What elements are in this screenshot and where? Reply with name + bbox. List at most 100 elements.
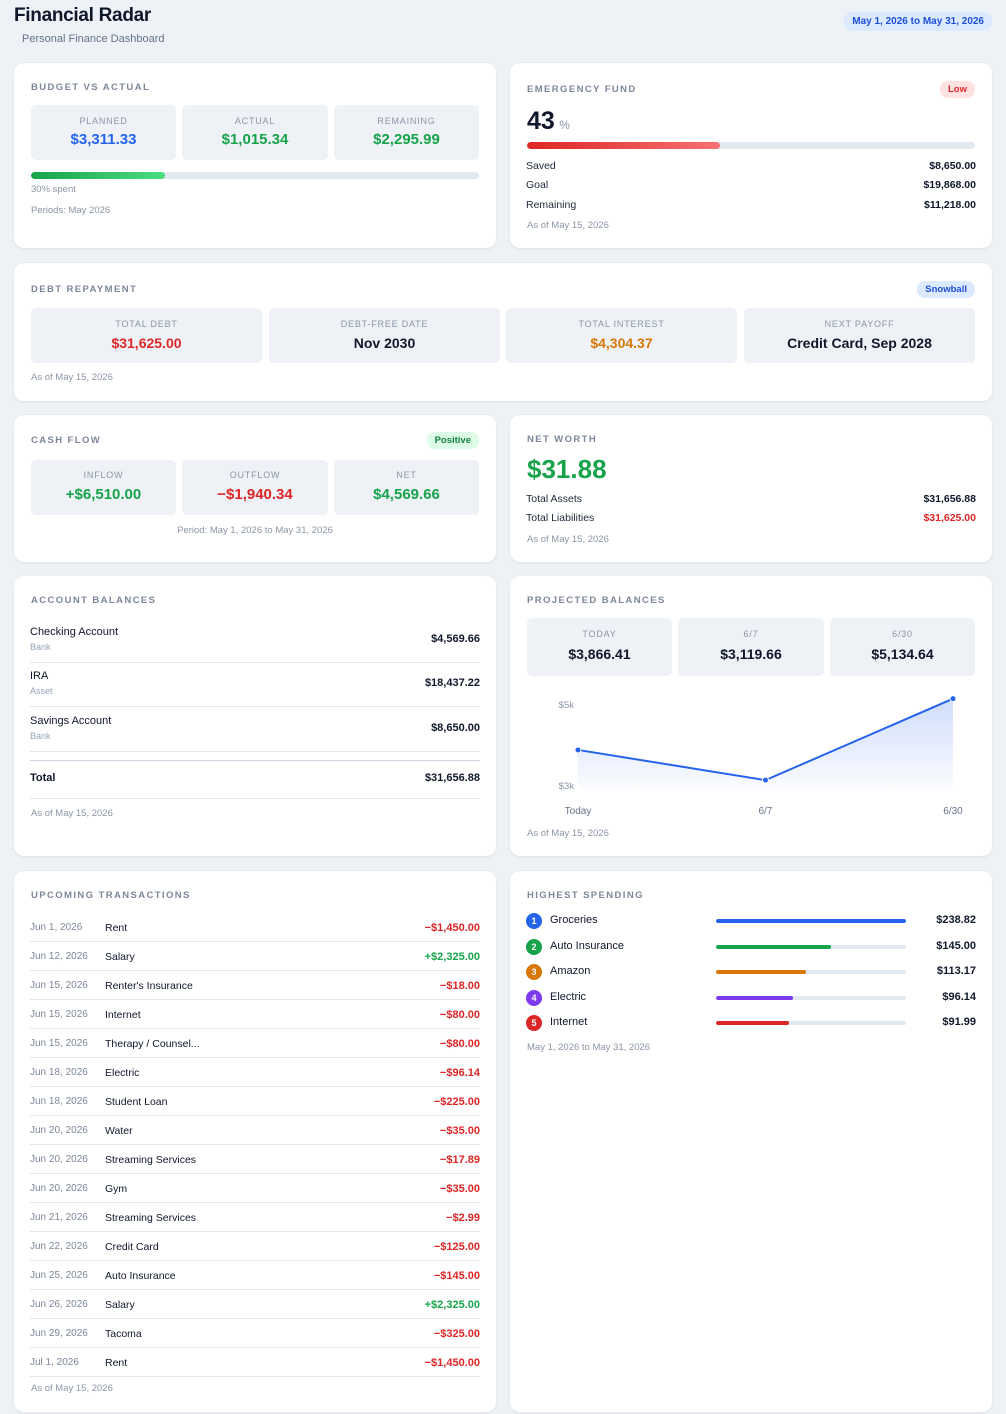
transaction-row[interactable]: Jun 15, 2026 Renter's Insurance −$18.00 bbox=[30, 971, 480, 1000]
account-row[interactable]: Savings Account Bank $8,650.00 bbox=[30, 715, 480, 752]
stat-label: REMAINING bbox=[377, 116, 436, 126]
account-row[interactable]: IRA Asset $18,437.22 bbox=[30, 670, 480, 707]
transaction-date: Jun 21, 2026 bbox=[30, 1212, 88, 1223]
debt-free-date-stat: DEBT-FREE DATE Nov 2030 bbox=[269, 308, 500, 363]
period-text: Period: May 1, 2026 to May 31, 2026 bbox=[177, 525, 333, 536]
row-value: $31,625.00 bbox=[923, 512, 976, 524]
spending-bar-fill bbox=[716, 1021, 790, 1025]
account-type: Bank bbox=[30, 731, 51, 741]
transaction-amount: −$35.00 bbox=[439, 1183, 480, 1195]
transaction-amount: −$80.00 bbox=[439, 1038, 480, 1050]
transaction-amount: −$96.14 bbox=[439, 1067, 480, 1079]
rank-badge: 5 bbox=[526, 1015, 542, 1031]
transaction-amount: −$80.00 bbox=[439, 1009, 480, 1021]
row-label: Total Assets bbox=[526, 493, 583, 505]
next-payoff-stat: NEXT PAYOFF Credit Card, Sep 2028 bbox=[744, 308, 975, 363]
app-subtitle: Personal Finance Dashboard bbox=[22, 33, 165, 45]
percent-value: 43 bbox=[527, 107, 555, 135]
card-title: DEBT REPAYMENT bbox=[31, 284, 138, 295]
transaction-amount: −$17.89 bbox=[439, 1154, 480, 1166]
actual-stat: ACTUAL $1,015.34 bbox=[182, 105, 328, 160]
transaction-row[interactable]: Jul 1, 2026 Rent −$1,450.00 bbox=[30, 1348, 480, 1377]
app-title: Financial Radar bbox=[14, 5, 151, 26]
status-badge: Low bbox=[940, 81, 975, 98]
card-title: UPCOMING TRANSACTIONS bbox=[31, 890, 191, 901]
transaction-row[interactable]: Jun 15, 2026 Therapy / Counsel... −$80.00 bbox=[30, 1029, 480, 1058]
account-balance: $4,569.66 bbox=[431, 633, 480, 645]
transaction-row[interactable]: Jun 18, 2026 Electric −$96.14 bbox=[30, 1058, 480, 1087]
as-of-text: As of May 15, 2026 bbox=[31, 372, 113, 383]
row-value: $19,868.00 bbox=[923, 179, 976, 191]
date-range-pill[interactable]: May 1, 2026 to May 31, 2026 bbox=[844, 12, 992, 31]
transaction-date: Jun 20, 2026 bbox=[30, 1154, 88, 1165]
data-point[interactable] bbox=[949, 695, 957, 703]
remaining-row: Remaining $11,218.00 bbox=[526, 199, 976, 215]
transaction-row[interactable]: Jun 20, 2026 Gym −$35.00 bbox=[30, 1174, 480, 1203]
card-title: EMERGENCY FUND bbox=[527, 84, 637, 95]
transaction-date: Jun 18, 2026 bbox=[30, 1096, 88, 1107]
data-point[interactable] bbox=[762, 776, 769, 784]
outflow-stat: OUTFLOW −$1,940.34 bbox=[182, 460, 328, 515]
category-name: Amazon bbox=[550, 965, 591, 977]
spending-row[interactable]: 3 Amazon $113.17 bbox=[526, 962, 976, 982]
transaction-date: Jun 25, 2026 bbox=[30, 1270, 88, 1281]
transaction-row[interactable]: Jun 20, 2026 Streaming Services −$17.89 bbox=[30, 1145, 480, 1174]
transaction-row[interactable]: Jun 12, 2026 Salary +$2,325.00 bbox=[30, 942, 480, 971]
y-tick-label: $3k bbox=[559, 781, 575, 792]
stat-value: $4,569.66 bbox=[373, 486, 440, 503]
stat-label: TODAY bbox=[582, 629, 617, 639]
stat-label: INFLOW bbox=[83, 470, 124, 480]
transaction-name: Streaming Services bbox=[105, 1154, 197, 1166]
transaction-name: Therapy / Counsel... bbox=[105, 1038, 200, 1050]
transaction-name: Internet bbox=[105, 1009, 141, 1021]
y-tick-label: $5k bbox=[559, 700, 575, 711]
transaction-name: Tacoma bbox=[105, 1328, 142, 1340]
stat-value: +$6,510.00 bbox=[65, 486, 142, 503]
transaction-row[interactable]: Jun 25, 2026 Auto Insurance −$145.00 bbox=[30, 1261, 480, 1290]
stat-label: PLANNED bbox=[79, 116, 128, 126]
transaction-row[interactable]: Jun 20, 2026 Water −$35.00 bbox=[30, 1116, 480, 1145]
data-point[interactable] bbox=[574, 746, 582, 754]
spending-row[interactable]: 4 Electric $96.14 bbox=[526, 988, 976, 1008]
stat-value: −$1,940.34 bbox=[217, 486, 293, 503]
category-amount: $113.17 bbox=[936, 965, 976, 977]
inflow-stat: INFLOW +$6,510.00 bbox=[31, 460, 176, 515]
transaction-row[interactable]: Jun 22, 2026 Credit Card −$125.00 bbox=[30, 1232, 480, 1261]
highest-spending-card: HIGHEST SPENDING 1 Groceries $238.82 2 Auto … bbox=[510, 871, 992, 1412]
transaction-row[interactable]: Jun 26, 2026 Salary +$2,325.00 bbox=[30, 1290, 480, 1319]
transaction-date: Jun 12, 2026 bbox=[30, 951, 88, 962]
spending-row[interactable]: 2 Auto Insurance $145.00 bbox=[526, 937, 976, 957]
transaction-row[interactable]: Jun 21, 2026 Streaming Services −$2.99 bbox=[30, 1203, 480, 1232]
stat-label: NET bbox=[396, 470, 417, 480]
budget-progress-bar bbox=[31, 172, 479, 179]
transaction-row[interactable]: Jun 15, 2026 Internet −$80.00 bbox=[30, 1000, 480, 1029]
account-row[interactable]: Checking Account Bank $4,569.66 bbox=[30, 626, 480, 663]
transaction-row[interactable]: Jun 1, 2026 Rent −$1,450.00 bbox=[30, 913, 480, 942]
as-of-text: As of May 15, 2026 bbox=[527, 534, 609, 545]
saved-row: Saved $8,650.00 bbox=[526, 160, 976, 176]
transaction-row[interactable]: Jun 18, 2026 Student Loan −$225.00 bbox=[30, 1087, 480, 1116]
projected-balances-chart: $5k $3k Today 6/7 6/30 bbox=[559, 695, 963, 817]
periods-text: Periods: May 2026 bbox=[31, 205, 111, 216]
total-row: Total $31,656.88 bbox=[30, 772, 480, 799]
transaction-amount: −$145.00 bbox=[433, 1270, 480, 1282]
goal-row: Goal $19,868.00 bbox=[526, 179, 976, 195]
spending-row[interactable]: 1 Groceries $238.82 bbox=[526, 911, 976, 931]
transaction-amount: +$2,325.00 bbox=[424, 1299, 480, 1311]
spending-row[interactable]: 5 Internet $91.99 bbox=[526, 1013, 976, 1033]
transaction-date: Jun 18, 2026 bbox=[30, 1067, 88, 1078]
stat-label: ACTUAL bbox=[234, 116, 276, 126]
emergency-progress-fill bbox=[527, 142, 720, 149]
transaction-name: Gym bbox=[105, 1183, 128, 1195]
x-tick-label: 6/30 bbox=[943, 806, 963, 817]
category-name: Auto Insurance bbox=[550, 939, 624, 952]
debt-repayment-card: DEBT REPAYMENT Snowball TOTAL DEBT $31,6… bbox=[14, 263, 992, 401]
net-worth-card: NET WORTH $31.88 Total Assets $31,656.88… bbox=[510, 415, 992, 562]
cash-flow-card: CASH FLOW Positive INFLOW +$6,510.00 OUT… bbox=[14, 415, 496, 562]
stat-label: 6/30 bbox=[892, 629, 913, 639]
transaction-name: Renter's Insurance bbox=[105, 980, 193, 992]
transaction-row[interactable]: Jun 29, 2026 Tacoma −$325.00 bbox=[30, 1319, 480, 1348]
as-of-text: As of May 15, 2026 bbox=[527, 828, 609, 839]
transaction-name: Auto Insurance bbox=[105, 1270, 176, 1282]
account-type: Bank bbox=[30, 642, 51, 652]
